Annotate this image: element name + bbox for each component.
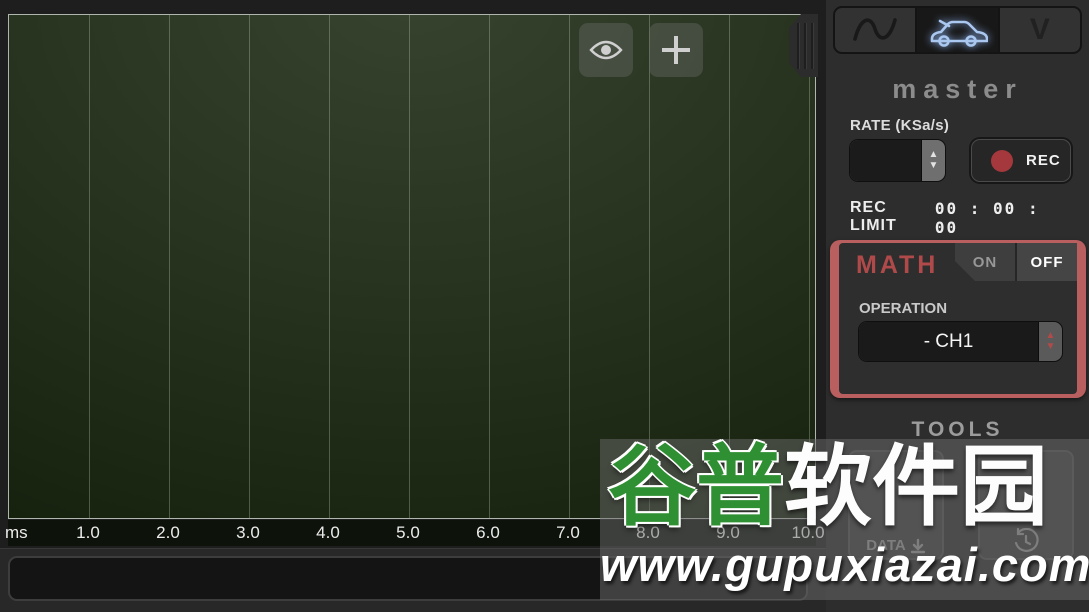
mode-tab-group: V bbox=[833, 6, 1082, 54]
x-tick-label: 6.0 bbox=[476, 523, 500, 542]
x-tick-label: 5.0 bbox=[396, 523, 420, 542]
car-icon bbox=[931, 19, 989, 47]
pan-bar-panel bbox=[0, 548, 826, 612]
rec-limit-label: REC LIMIT bbox=[850, 199, 897, 234]
x-tick-label: 10.0 bbox=[791, 523, 825, 542]
master-title: master bbox=[892, 74, 1023, 104]
tab-automotive[interactable] bbox=[917, 8, 998, 52]
operation-label: OPERATION bbox=[859, 300, 948, 317]
operation-spinner-arrows[interactable]: ▲ ▼ bbox=[1039, 322, 1062, 361]
gridline bbox=[569, 15, 570, 518]
gridline bbox=[329, 15, 330, 518]
x-tick-label: 8.0 bbox=[636, 523, 660, 542]
tab-voltmeter[interactable]: V bbox=[999, 8, 1080, 52]
math-title: MATH bbox=[856, 251, 939, 279]
x-tick-label: 7.0 bbox=[556, 523, 580, 542]
rate-stepper: ▲ ▼ bbox=[849, 139, 946, 182]
x-tick-label: 1.0 bbox=[76, 523, 100, 542]
math-off-button[interactable]: OFF bbox=[1017, 243, 1077, 281]
operation-select[interactable]: - CH1 ▲ ▼ bbox=[858, 321, 1063, 362]
data-button-label: DATA bbox=[866, 537, 906, 554]
gridline bbox=[249, 15, 250, 518]
record-button[interactable]: REC bbox=[971, 139, 1071, 182]
download-icon bbox=[910, 538, 925, 553]
math-onoff-toggle: ON OFF bbox=[955, 243, 1077, 281]
grip-lines-icon bbox=[797, 23, 800, 69]
record-label: REC bbox=[1026, 152, 1061, 169]
pan-scrollbar[interactable] bbox=[8, 556, 808, 601]
operation-value: - CH1 bbox=[859, 322, 1039, 361]
sine-wave-icon bbox=[853, 18, 897, 41]
math-on-button[interactable]: ON bbox=[955, 243, 1017, 281]
x-axis-unit: ms bbox=[5, 523, 28, 542]
tools-title: TOOLS bbox=[911, 418, 1004, 441]
add-button[interactable] bbox=[649, 23, 703, 77]
gridline bbox=[809, 15, 810, 518]
clock-history-icon bbox=[1014, 528, 1039, 552]
gridline bbox=[729, 15, 730, 518]
x-tick-label: 4.0 bbox=[316, 523, 340, 542]
spinner-up-icon: ▲ bbox=[1045, 330, 1056, 341]
voltmeter-label: V bbox=[1029, 13, 1050, 46]
x-tick-label: 2.0 bbox=[156, 523, 180, 542]
waveform-plot[interactable] bbox=[8, 14, 816, 519]
scope-area: ms 1.0 2.0 3.0 4.0 5.0 6.0 7.0 8.0 9.0 10.0 bbox=[0, 14, 826, 612]
data-export-button[interactable]: DATA bbox=[848, 450, 944, 560]
x-tick-label: 9.0 bbox=[716, 523, 740, 542]
visibility-button[interactable] bbox=[579, 23, 633, 77]
eye-icon bbox=[589, 40, 623, 60]
plus-icon bbox=[662, 36, 690, 64]
history-button[interactable] bbox=[978, 450, 1074, 560]
x-tick-label: 3.0 bbox=[236, 523, 260, 542]
drawer-handle[interactable] bbox=[789, 14, 818, 77]
record-dot-icon bbox=[991, 149, 1013, 172]
spinner-down-icon: ▼ bbox=[928, 160, 939, 171]
spinner-down-icon: ▼ bbox=[1045, 341, 1056, 352]
gridline bbox=[409, 15, 410, 518]
rate-label: RATE (KSa/s) bbox=[850, 117, 950, 134]
rate-input[interactable] bbox=[850, 140, 922, 181]
rate-spinner-arrows[interactable]: ▲ ▼ bbox=[922, 140, 945, 181]
control-sidebar: V master RATE (KSa/s) ▲ ▼ REC REC LIMIT … bbox=[826, 0, 1089, 612]
tab-waveform[interactable] bbox=[835, 8, 916, 52]
gridline bbox=[89, 15, 90, 518]
x-axis: ms 1.0 2.0 3.0 4.0 5.0 6.0 7.0 8.0 9.0 10.0 bbox=[5, 520, 825, 546]
gridline bbox=[169, 15, 170, 518]
gridline bbox=[489, 15, 490, 518]
gridline bbox=[649, 15, 650, 518]
rec-limit-value: 00 : 00 : 00 bbox=[934, 199, 1040, 237]
rec-limit-row: REC LIMIT 00 : 00 : 00 bbox=[850, 199, 1068, 237]
math-panel: MATH ON OFF OPERATION - CH1 ▲ ▼ bbox=[830, 240, 1086, 398]
spinner-up-icon: ▲ bbox=[928, 149, 939, 160]
